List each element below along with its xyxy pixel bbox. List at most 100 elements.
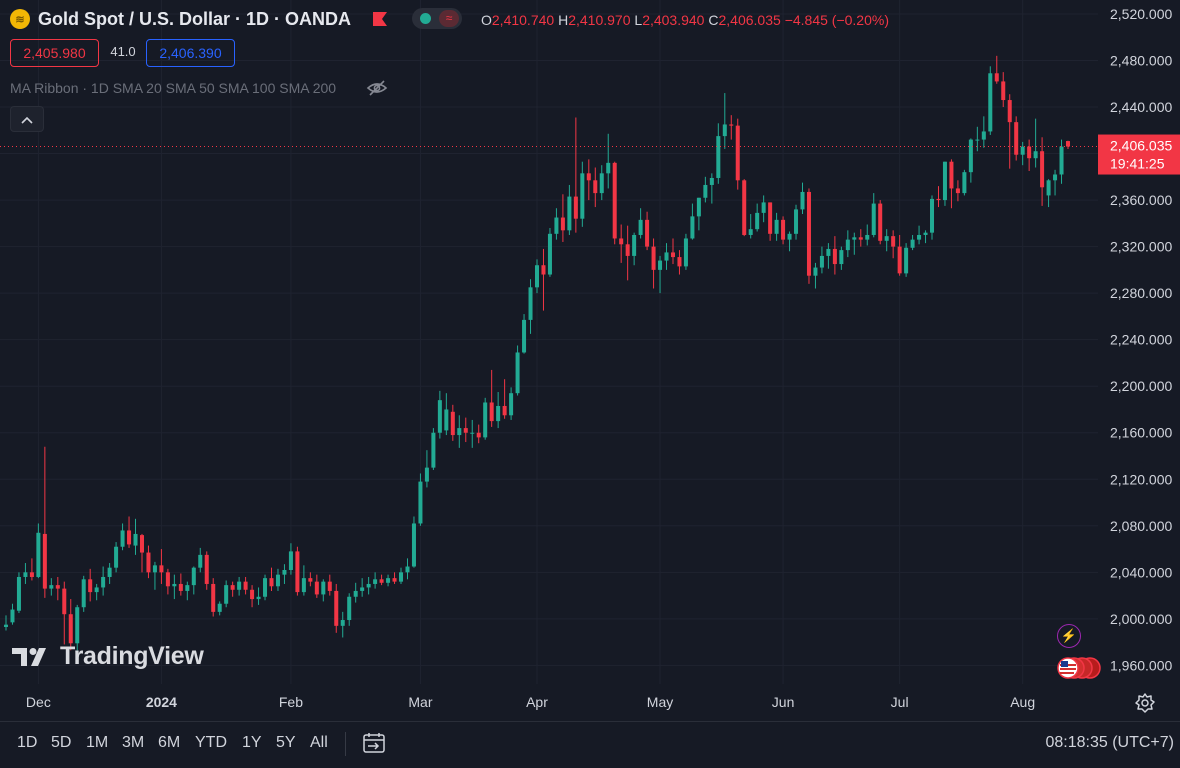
price-chart[interactable]: 2,520.0002,480.0002,440.0002,400.0002,36…	[0, 0, 1180, 721]
buy-button[interactable]: 2,406.390	[146, 39, 235, 67]
tradingview-wordmark: TradingView	[60, 642, 204, 670]
candle-up	[709, 173, 714, 204]
candle-body	[256, 596, 261, 600]
range-5d-button[interactable]: 5D	[51, 734, 72, 751]
candle-body	[418, 481, 423, 524]
candle-body	[405, 566, 410, 573]
go-to-date-icon[interactable]	[361, 731, 387, 755]
candle-up	[554, 208, 559, 240]
candle-up	[133, 518, 138, 555]
candle-down	[806, 188, 811, 284]
candle-body	[165, 572, 170, 587]
timezone-clock[interactable]: 08:18:35 (UTC+7)	[1045, 734, 1174, 751]
range-1d-button[interactable]: 1D	[17, 734, 38, 751]
price-tick-label: 2,440.000	[1110, 99, 1172, 115]
candle-body	[819, 255, 824, 268]
candle-down	[735, 118, 740, 190]
price-tick-label: 2,280.000	[1110, 285, 1172, 301]
market-status-pill[interactable]: ≈	[412, 8, 462, 29]
candle-body	[88, 579, 93, 593]
candle-body	[904, 247, 909, 274]
candle-down	[379, 574, 384, 586]
candle-down	[392, 572, 397, 584]
candle-up	[722, 93, 727, 149]
candle-body	[871, 203, 876, 235]
time-tick-label: Feb	[279, 694, 303, 710]
range-3m-button[interactable]: 3M	[122, 734, 145, 751]
sell-button[interactable]: 2,405.980	[10, 39, 99, 67]
flag-icon[interactable]	[373, 12, 387, 26]
open-value: 2,410.740	[491, 12, 555, 28]
candle-body	[301, 578, 306, 593]
candle-body	[897, 246, 902, 274]
candle-down	[127, 516, 132, 548]
indicator-legend[interactable]: MA Ribbon · 1D SMA 20 SMA 50 SMA 100 SMA…	[10, 80, 337, 96]
candle-body	[942, 161, 947, 201]
candle-up	[917, 225, 922, 245]
candle-up	[263, 574, 268, 601]
candle-body	[152, 565, 157, 573]
candle-body	[75, 607, 80, 644]
candle-body	[962, 172, 967, 194]
candle-body	[554, 217, 559, 234]
collapse-legend-button[interactable]	[10, 106, 44, 132]
change-value: −4.845 (−0.20%)	[784, 12, 889, 28]
last-price-tag: 2,406.035 19:41:25	[1098, 134, 1180, 175]
settings-gear-icon[interactable]	[1134, 692, 1156, 714]
gold-symbol-icon[interactable]: ≋	[10, 9, 30, 29]
candle-up	[288, 543, 293, 575]
candle-body	[347, 596, 352, 621]
range-1m-button[interactable]: 1M	[86, 734, 109, 751]
high-label: H	[558, 12, 569, 28]
candle-up	[813, 262, 818, 289]
candle-body	[237, 581, 242, 590]
candle-up	[904, 243, 909, 277]
price-tick-label: 2,240.000	[1110, 332, 1172, 348]
candle-up	[761, 195, 766, 223]
candle-down	[560, 194, 565, 242]
candle-body	[534, 265, 540, 288]
range-1y-button[interactable]: 1Y	[242, 734, 262, 751]
candle-body	[411, 523, 416, 567]
candle-up	[353, 582, 358, 603]
candle-down	[489, 369, 494, 427]
candle-down	[1040, 137, 1045, 206]
candle-down	[1001, 72, 1006, 108]
candle-up	[567, 184, 572, 235]
tradingview-logo[interactable]: TradingView	[12, 642, 204, 671]
candle-body	[386, 578, 391, 583]
candle-body	[722, 124, 727, 137]
candle-up	[282, 564, 287, 584]
time-axis[interactable]: Dec 2024 Feb Mar Apr May Jun Jul Aug	[26, 694, 1035, 710]
price-axis[interactable]: 2,520.0002,480.0002,440.0002,400.0002,36…	[1110, 6, 1172, 673]
candle-up	[968, 138, 973, 183]
range-all-button[interactable]: All	[310, 734, 328, 751]
chart-grid	[0, 0, 1098, 684]
economic-events-flags-icon[interactable]	[1056, 656, 1102, 680]
candle-down	[949, 159, 954, 209]
lightning-icon[interactable]: ⚡	[1057, 624, 1081, 648]
candle-up	[152, 561, 157, 590]
candle-up	[16, 572, 21, 614]
range-ytd-button[interactable]: YTD	[195, 734, 227, 751]
ohlc-values: O2,410.740 H2,410.970 L2,403.940 C2,406.…	[481, 12, 889, 28]
range-6m-button[interactable]: 6M	[158, 734, 181, 751]
candle-down	[88, 568, 93, 602]
candle-up	[522, 314, 527, 354]
candle-body	[243, 581, 248, 590]
candle-body	[373, 579, 378, 584]
range-5y-button[interactable]: 5Y	[276, 734, 296, 751]
candle-down	[1014, 116, 1019, 161]
candle-up	[172, 574, 177, 600]
symbol-title[interactable]: Gold Spot / U.S. Dollar · 1D · OANDA	[38, 9, 352, 29]
candle-up	[962, 169, 967, 196]
candle-up	[347, 593, 352, 626]
eye-hidden-icon[interactable]	[366, 79, 388, 97]
candle-body	[975, 139, 980, 141]
candle-up	[399, 567, 404, 584]
candle-up	[418, 473, 423, 526]
candle-body	[1033, 151, 1038, 159]
candle-down	[295, 546, 300, 596]
time-tick-label: Aug	[1010, 694, 1035, 710]
candle-down	[573, 117, 578, 233]
